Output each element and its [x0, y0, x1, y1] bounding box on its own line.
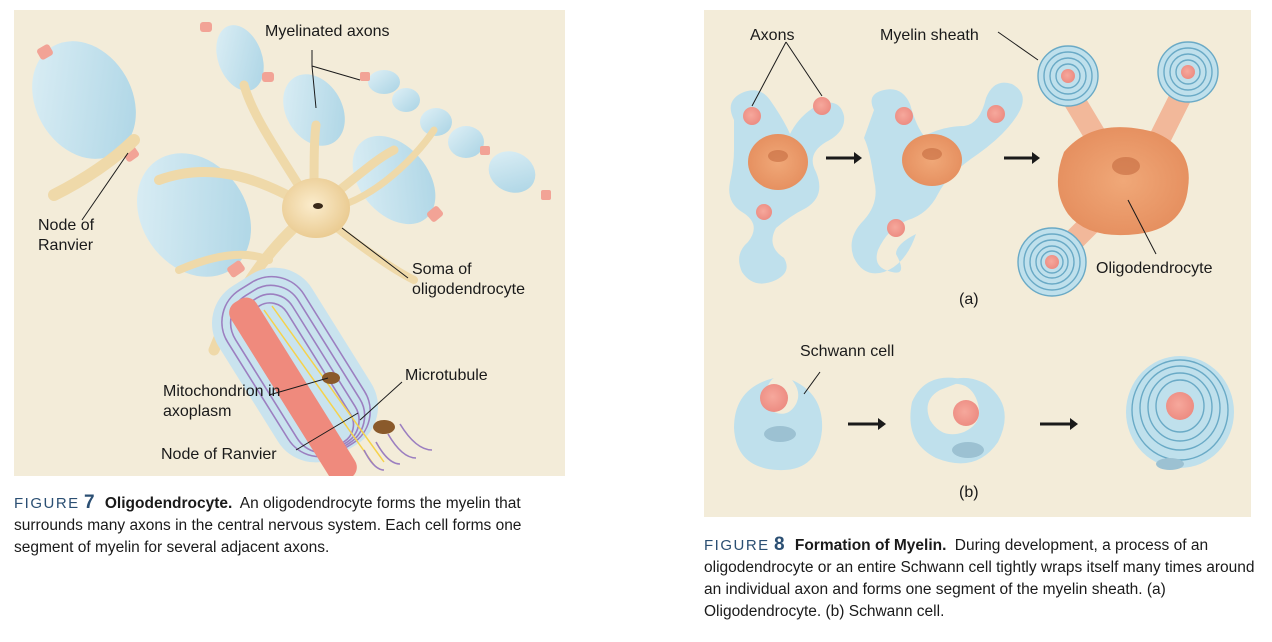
- label-part-b: (b): [959, 484, 979, 501]
- label-microtubule: Microtubule: [405, 367, 488, 384]
- stage-b3: [1126, 356, 1234, 470]
- myelin-formation-illustration: [729, 31, 1234, 471]
- label-myelin-sheath: Myelin sheath: [880, 27, 979, 44]
- label-axons: Axons: [750, 27, 795, 44]
- label-node-of-ranvier-top: Node of Ranvier: [38, 217, 95, 254]
- caption-figure-number: 7: [83, 492, 95, 513]
- fig8-leader-lines: [751, 31, 1157, 395]
- caption-figure-word: FIGURE: [14, 495, 80, 512]
- stage-b1: [734, 378, 823, 471]
- label-myelinated-axons: Myelinated axons: [265, 23, 390, 40]
- label-mitochondrion: Mitochondrion in axoplasm: [163, 383, 281, 420]
- stage-a2: [851, 82, 1023, 274]
- label-part-a: (a): [959, 291, 979, 308]
- mitochondrion-shape: [322, 372, 340, 384]
- label-schwann-cell: Schwann cell: [800, 343, 895, 360]
- caption-title: Formation of Myelin.: [794, 537, 947, 554]
- figure-8-panel: Axons Myelin sheath Oligodendrocyte (a) …: [704, 10, 1251, 517]
- label-oligodendrocyte: Oligodendrocyte: [1096, 260, 1213, 277]
- stage-b2: [910, 377, 1005, 464]
- caption-text: During development, a process of an olig…: [704, 537, 1255, 620]
- caption-text: An oligodendrocyte forms the myelin that…: [14, 495, 522, 556]
- figure-7-panel: Myelinated axons Node of Ranvier Soma of…: [14, 10, 565, 476]
- figure-8-caption: FIGURE 8 Formation of Myelin. During dev…: [704, 534, 1264, 623]
- caption-figure-number: 8: [773, 534, 785, 555]
- axon-cutaway: [211, 267, 433, 476]
- label-node-of-ranvier-bottom: Node of Ranvier: [161, 446, 277, 463]
- myelin-segments: [32, 22, 551, 278]
- caption-title: Oligodendrocyte.: [104, 495, 233, 512]
- caption-figure-word: FIGURE: [704, 537, 770, 554]
- oligodendrocyte-illustration: [32, 22, 551, 476]
- soma-nucleus: [313, 203, 323, 209]
- figure-7-caption: FIGURE 7 Oligodendrocyte. An oligodendro…: [14, 492, 570, 559]
- stage-a1: [729, 90, 845, 284]
- stage-a3: [1017, 41, 1219, 297]
- fig7-leader-lines: [81, 50, 409, 451]
- label-soma-of-oligodendrocyte: Soma of oligodendrocyte: [412, 261, 525, 298]
